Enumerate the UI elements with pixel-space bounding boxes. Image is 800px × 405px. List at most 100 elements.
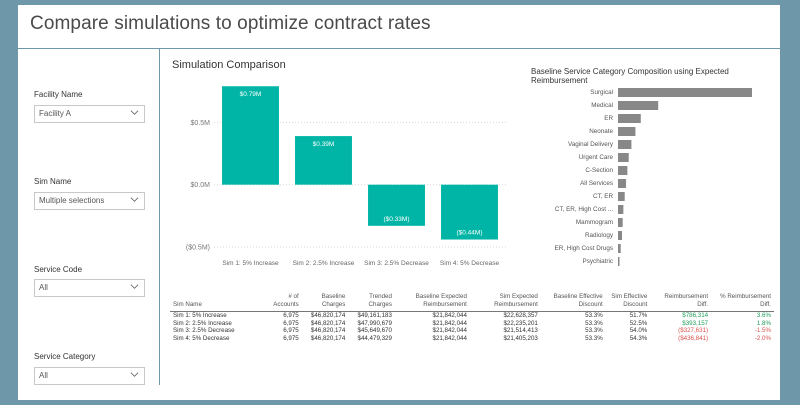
table-cell: 53.3%: [585, 334, 603, 342]
category-label: Psychiatric: [583, 258, 613, 265]
table-cell: 6,975: [283, 334, 299, 342]
category-bar[interactable]: [618, 114, 641, 123]
category-bar[interactable]: [618, 231, 623, 240]
category-bar[interactable]: [618, 140, 632, 149]
composition-chart: Surgical Medical ER Neonate Vaginal Delivery…: [555, 88, 752, 266]
bar-data-label: ($0.33M): [383, 216, 409, 223]
report-canvas: Compare simulations to optimize contract…: [18, 5, 780, 400]
sim-name-dropdown[interactable]: Multiple selections: [34, 192, 145, 210]
sidebar-divider: [159, 49, 160, 385]
table-cell: $21,842,044: [432, 319, 467, 327]
facility-name-dropdown[interactable]: Facility A: [34, 105, 145, 123]
y-tick-label: $0.0M: [191, 182, 211, 189]
category-label: C-Section: [585, 167, 613, 174]
category-bar[interactable]: [618, 127, 636, 136]
sim-name-label: Sim Name: [34, 177, 72, 186]
chevron-down-icon: [130, 372, 139, 377]
service-category-dropdown[interactable]: All: [34, 367, 145, 385]
table-cell: ($436,841): [678, 334, 709, 342]
table-cell: $44,479,329: [357, 334, 392, 342]
x-category-label: Sim 3: 2.5% Decrease: [364, 260, 429, 267]
table-cell: $45,649,670: [357, 327, 392, 335]
sim-bar[interactable]: [368, 184, 425, 226]
title-divider: [18, 48, 780, 49]
category-label: All Services: [580, 180, 613, 187]
table-cell: 6,975: [283, 319, 299, 327]
table-cell: $21,514,413: [503, 327, 538, 335]
category-label: ER, High Cost Drugs: [555, 245, 613, 252]
header-accounts[interactable]: # of Accounts: [273, 293, 299, 308]
table-cell: 6,975: [283, 327, 299, 335]
table-cell: -2.0%: [754, 334, 771, 342]
table-cell: 6,975: [283, 312, 299, 319]
category-label: Mammogram: [576, 219, 613, 226]
category-label: Vaginal Delivery: [568, 141, 614, 148]
table-row[interactable]: Sim 3: 2.5% Decrease 6,975 $46,820,174 $45,…: [170, 327, 774, 335]
category-label: Surgical: [590, 89, 613, 96]
category-bar[interactable]: [618, 218, 623, 227]
table-cell: $21,405,203: [503, 334, 538, 342]
frame-border-top: [0, 0, 800, 5]
category-bar[interactable]: [618, 153, 629, 162]
table-cell: 54.0%: [629, 327, 648, 335]
x-category-label: Sim 4: 5% Decrease: [440, 260, 500, 267]
header-sim-expected-reimbursement[interactable]: Sim Expected Reimbursement: [494, 293, 538, 308]
simulation-table: Sim Name # of Accounts Baseline Charges …: [170, 293, 774, 342]
table-cell: $46,820,174: [310, 334, 346, 342]
frame-border-right: [780, 0, 800, 405]
table-cell: $21,842,044: [432, 312, 467, 319]
table-cell: $47,990,679: [357, 319, 392, 327]
table-row[interactable]: Sim 4: 5% Decrease 6,975 $46,820,174 $44,47…: [170, 335, 774, 343]
category-bar[interactable]: [618, 205, 624, 214]
header-pct-reimbursement-diff[interactable]: % Reimbursement Diff.: [720, 293, 771, 308]
table-cell: $49,161,183: [357, 312, 392, 319]
header-trended-charges[interactable]: Trended Charges: [368, 293, 392, 308]
table-cell: $46,820,174: [310, 327, 346, 335]
table-cell: 53.3%: [585, 319, 603, 327]
header-baseline-effective-discount[interactable]: Baseline Effective Discount: [553, 293, 603, 308]
page-title: Compare simulations to optimize contract…: [30, 13, 431, 34]
header-baseline-expected-reimbursement[interactable]: Baseline Expected Reimbursement: [415, 293, 467, 308]
table-row[interactable]: Sim 1: 5% Increase 6,975 $46,820,174 $49,16…: [170, 312, 774, 320]
x-category-label: Sim 1: 5% Increase: [222, 260, 279, 267]
table-cell: Sim 3: 2.5% Decrease: [173, 327, 235, 335]
header-sim-name[interactable]: Sim Name: [173, 301, 202, 308]
sim-bar[interactable]: [222, 86, 279, 185]
category-bar[interactable]: [618, 257, 620, 266]
table-row[interactable]: Sim 2: 2.5% Increase 6,975 $46,820,174 $47,…: [170, 320, 774, 328]
bar-data-label: $0.39M: [313, 141, 335, 148]
service-code-dropdown[interactable]: All: [34, 279, 145, 297]
facility-name-label: Facility Name: [34, 90, 83, 99]
table-cell: Sim 1: 5% Increase: [173, 312, 227, 319]
simulation-comparison-title: Simulation Comparison: [172, 59, 286, 71]
simulation-comparison-chart: $0.5M $0.0M ($0.5M) $0.79M Sim 1: 5% Increas…: [186, 86, 506, 267]
table-header-row: Sim Name # of Accounts Baseline Charges …: [170, 293, 774, 312]
header-reimbursement-diff[interactable]: Reimbursement Diff.: [664, 293, 709, 308]
category-bar[interactable]: [618, 166, 628, 175]
category-bar[interactable]: [618, 179, 627, 188]
bar-data-label: ($0.44M): [456, 230, 482, 237]
category-bar[interactable]: [618, 192, 625, 201]
header-sim-effective-discount[interactable]: Sim Effective Discount: [611, 293, 648, 308]
table-cell: Sim 2: 2.5% Increase: [173, 319, 232, 327]
table-cell: $21,842,044: [432, 327, 467, 335]
service-category-value: All: [39, 371, 48, 380]
category-bar[interactable]: [618, 101, 659, 110]
category-bar[interactable]: [618, 88, 752, 97]
table-cell: Sim 4: 5% Decrease: [173, 334, 230, 342]
category-label: ER: [604, 115, 613, 122]
category-label: Urgent Care: [579, 154, 614, 161]
table-cell: $46,820,174: [310, 312, 346, 319]
service-code-label: Service Code: [34, 265, 83, 274]
table-cell: 53.3%: [585, 312, 603, 319]
table-body: Sim 1: 5% Increase 6,975 $46,820,174 $49,16…: [170, 312, 774, 343]
y-tick-label: ($0.5M): [186, 245, 210, 252]
sim-bar[interactable]: [295, 136, 352, 185]
chevron-down-icon: [130, 197, 139, 202]
category-bar[interactable]: [618, 244, 621, 253]
header-baseline-charges[interactable]: Baseline Charges: [321, 293, 346, 308]
category-label: Neonate: [589, 128, 613, 135]
sim-bar[interactable]: [441, 184, 498, 240]
table-cell: 52.5%: [629, 319, 648, 327]
table-cell: $786,314: [682, 312, 709, 319]
